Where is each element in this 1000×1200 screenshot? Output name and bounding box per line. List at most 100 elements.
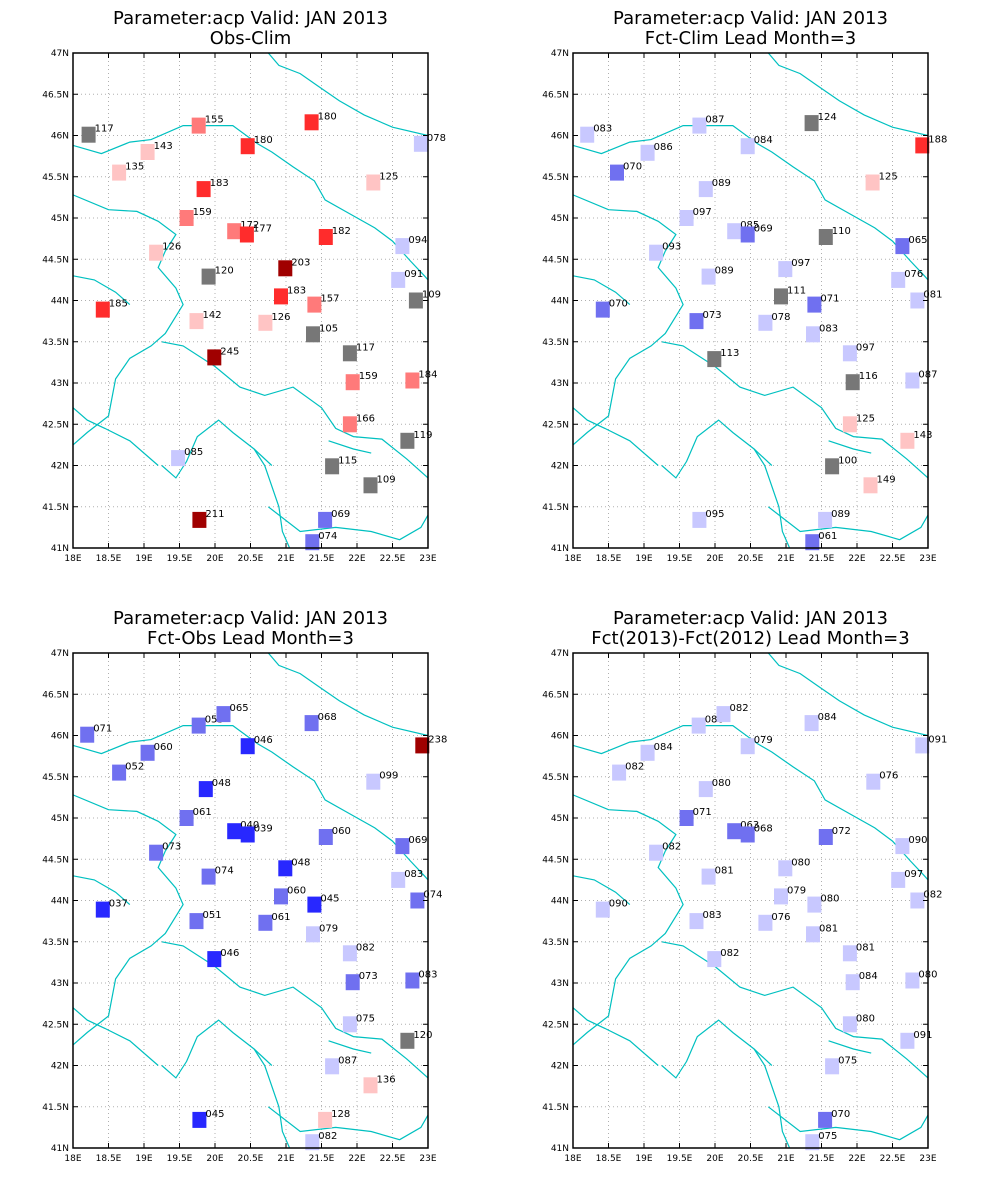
station-label: 081 <box>923 290 942 301</box>
station-label: 084 <box>654 742 673 753</box>
station-marker <box>345 974 360 991</box>
station-label: 046 <box>254 735 273 746</box>
station-marker <box>818 511 833 528</box>
border-line <box>573 275 631 306</box>
station-label: 180 <box>254 135 273 146</box>
station-marker <box>910 292 925 309</box>
station-label: 076 <box>904 269 923 280</box>
station-label: 060 <box>154 742 173 753</box>
station-marker <box>900 432 915 449</box>
station-label: 079 <box>787 885 806 896</box>
station-label: 061 <box>818 531 837 542</box>
lat-tick-label: 43.5N <box>42 338 69 348</box>
lon-tick-label: 22E <box>848 554 865 564</box>
border-line <box>573 875 631 906</box>
border-line <box>661 941 928 1079</box>
lat-tick-label: 43.5N <box>542 338 569 348</box>
station-label: 069 <box>754 224 773 235</box>
station-label: 120 <box>413 1030 432 1041</box>
station-label: 085 <box>184 447 203 458</box>
station-marker <box>818 829 833 845</box>
station-label: 111 <box>787 285 806 296</box>
lon-tick-label: 20E <box>706 1154 723 1164</box>
station-label: 143 <box>154 141 173 152</box>
station-label: 078 <box>427 133 446 144</box>
station-marker <box>274 288 288 305</box>
lon-tick-label: 21E <box>277 1154 294 1164</box>
station-marker <box>891 871 906 888</box>
station-label: 061 <box>271 912 290 923</box>
station-label: 117 <box>95 124 114 135</box>
station-marker <box>342 1016 357 1033</box>
lat-tick-label: 44.5N <box>42 255 69 265</box>
station-marker <box>774 288 788 305</box>
station-marker <box>845 374 860 391</box>
station-label: 090 <box>908 835 927 846</box>
station-label: 075 <box>818 1131 837 1142</box>
station-label: 095 <box>705 509 724 520</box>
station-marker <box>81 126 96 143</box>
station-label: 076 <box>771 912 790 923</box>
station-label: 135 <box>125 162 144 173</box>
lon-tick-label: 20E <box>706 554 723 564</box>
station-label: 126 <box>162 242 181 253</box>
lon-tick-label: 21E <box>777 1154 794 1164</box>
station-label: 097 <box>791 258 810 269</box>
station-marker <box>366 773 381 790</box>
station-marker <box>698 181 713 198</box>
station-label: 100 <box>838 455 857 466</box>
panel-subtitle: Fct-Obs Lead Month=3 <box>147 628 354 649</box>
station-label: 094 <box>408 235 427 246</box>
station-label: 185 <box>109 299 128 310</box>
station-marker <box>400 1032 415 1049</box>
station-marker <box>400 432 415 449</box>
station-label: 089 <box>715 266 734 277</box>
station-label: 079 <box>754 735 773 746</box>
station-label: 081 <box>819 923 838 934</box>
station-marker <box>342 416 357 433</box>
station-marker <box>865 174 880 191</box>
station-marker <box>395 838 410 855</box>
station-label: 183 <box>287 285 306 296</box>
station-label: 091 <box>913 1030 932 1041</box>
station-label: 080 <box>820 894 839 905</box>
station-label: 097 <box>856 342 875 353</box>
station-label: 080 <box>712 778 731 789</box>
station-label: 070 <box>623 162 642 173</box>
lat-tick-label: 47N <box>551 649 569 659</box>
station-marker <box>845 974 860 991</box>
lon-tick-label: 18E <box>64 1154 81 1164</box>
lon-tick-label: 21E <box>777 554 794 564</box>
station-marker <box>691 717 706 734</box>
station-label: 074 <box>318 531 337 542</box>
border-line <box>267 1106 428 1141</box>
station-marker <box>740 138 755 155</box>
station-label: 081 <box>856 942 875 953</box>
map-panel-4: Parameter:acp Valid: JAN 2013Fct(2013)-F… <box>542 608 947 1164</box>
station-label: 128 <box>331 1109 350 1120</box>
panel-subtitle: Obs-Clim <box>210 28 292 49</box>
station-label: 073 <box>703 310 722 321</box>
station-label: 082 <box>318 1131 337 1142</box>
lat-tick-label: 43N <box>51 379 69 389</box>
station-marker <box>95 301 110 318</box>
station-label: 124 <box>818 112 837 123</box>
station-marker <box>189 313 204 330</box>
station-marker <box>342 345 357 362</box>
station-marker <box>191 717 206 734</box>
lon-tick-label: 22E <box>848 1154 865 1164</box>
border-line <box>767 653 928 737</box>
station-marker <box>415 737 430 754</box>
lon-tick-label: 23E <box>919 1154 936 1164</box>
lat-tick-label: 42.5N <box>42 1020 69 1030</box>
station-marker <box>189 913 204 930</box>
station-label: 068 <box>754 824 773 835</box>
station-marker <box>716 706 731 723</box>
lon-tick-label: 20E <box>206 1154 223 1164</box>
station-marker <box>895 238 910 255</box>
lat-tick-label: 42N <box>551 1062 569 1072</box>
lon-tick-label: 19.5E <box>167 554 193 564</box>
lon-tick-label: 19E <box>135 554 152 564</box>
station-label: 166 <box>356 413 375 424</box>
